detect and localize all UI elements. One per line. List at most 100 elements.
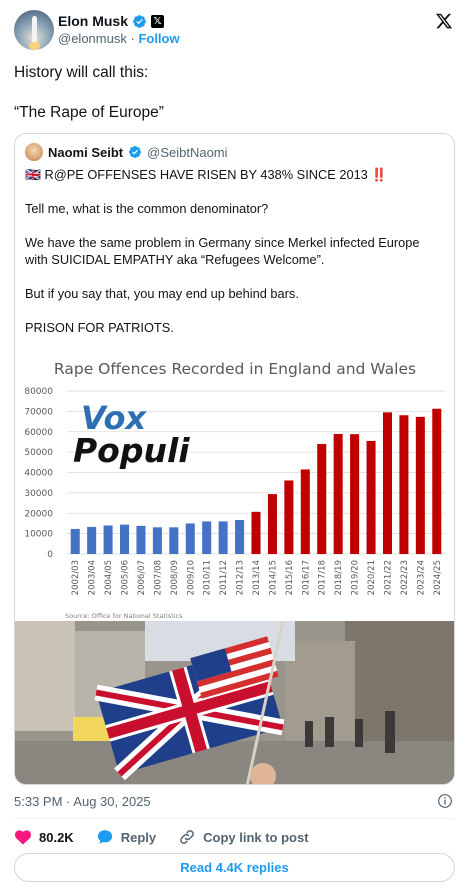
verified-badge-icon — [133, 14, 146, 28]
like-button[interactable]: 80.2K — [14, 828, 74, 846]
quoted-text: 🇬🇧 R@PE OFFENSES HAVE RISEN BY 438% SINC… — [25, 167, 420, 335]
chart-x-axis: 2002/03 2003/04 2004/05 2005/06 2006/07 2007/… — [71, 560, 443, 595]
x-tick-label: 2015/16 — [285, 560, 295, 595]
follow-button[interactable]: Follow — [138, 31, 180, 46]
bar-2007-08 — [152, 527, 162, 554]
copy-link-label: Copy link to post — [203, 829, 309, 845]
watermark-populi: Populi — [73, 431, 190, 470]
tweet-timestamp[interactable]: 5:33 PM · Aug 30, 2025 — [14, 794, 151, 809]
x-tick-label: 2014/15 — [268, 560, 278, 595]
bar-2009-10 — [185, 523, 195, 554]
bar-2005-06 — [120, 524, 130, 554]
chart-image[interactable]: Rape Offences Recorded in England and Wa… — [15, 345, 454, 621]
reply-bubble-icon — [97, 830, 112, 844]
bar-2016-17 — [300, 469, 310, 554]
tweet-time: 5:33 PM — [14, 794, 63, 809]
protest-photo[interactable] — [15, 621, 454, 784]
handle-separator: · — [130, 31, 135, 46]
x-tick-label: 2023/24 — [416, 560, 426, 595]
x-tick-label: 2004/05 — [104, 560, 114, 595]
y-tick-label: 10000 — [24, 530, 53, 540]
link-icon — [180, 830, 194, 844]
x-tick-label: 2024/25 — [433, 560, 443, 595]
y-tick-label: 0 — [47, 550, 53, 560]
x-tick-label: 2013/14 — [252, 560, 262, 595]
quoted-tweet[interactable]: Naomi Seibt @SeibtNaomi 🇬🇧 R@PE OFFENSES… — [14, 133, 455, 785]
bar-2018-19 — [333, 433, 343, 554]
x-tick-label: 2022/23 — [400, 560, 410, 595]
bar-2004-05 — [103, 525, 113, 554]
x-tick-label: 2007/08 — [153, 560, 163, 595]
read-replies-button[interactable]: Read 4.4K replies — [14, 853, 455, 882]
bar-2024-25 — [432, 408, 442, 554]
author-name[interactable]: Elon Musk — [58, 13, 129, 29]
copy-link-button[interactable]: Copy link to post — [178, 828, 309, 846]
y-tick-label: 50000 — [24, 448, 53, 458]
x-tick-label: 2005/06 — [121, 560, 131, 595]
timestamp-sep: · — [66, 794, 71, 809]
x-tick-label: 2003/04 — [88, 560, 98, 595]
bar-2008-09 — [169, 527, 179, 554]
quoted-avatar — [25, 143, 43, 161]
bar-2006-07 — [136, 525, 146, 554]
x-tick-label: 2020/21 — [367, 560, 377, 595]
bar-2014-15 — [267, 494, 277, 554]
protest-photo-art — [15, 621, 454, 784]
x-tick-label: 2016/17 — [301, 560, 311, 595]
quoted-handle: @SeibtNaomi — [147, 144, 228, 160]
bar-2011-12 — [218, 521, 228, 554]
bar-2015-16 — [284, 480, 294, 554]
x-tick-label: 2021/22 — [383, 560, 393, 595]
bar-2010-11 — [202, 521, 212, 554]
tweet-text: History will call this: “The Rape of Eur… — [14, 64, 164, 121]
x-logo-icon[interactable] — [435, 12, 453, 30]
reply-button[interactable]: Reply — [96, 828, 156, 846]
y-tick-label: 80000 — [24, 387, 53, 397]
x-tick-label: 2006/07 — [137, 560, 147, 595]
bar-2019-20 — [350, 434, 360, 554]
chart-title: Rape Offences Recorded in England and Wa… — [54, 360, 416, 378]
author-avatar[interactable] — [14, 10, 54, 50]
y-tick-label: 20000 — [24, 509, 53, 519]
y-tick-label: 70000 — [24, 407, 53, 417]
chart-source: Source: Office for National Statistics — [65, 612, 183, 620]
tweet-date: Aug 30, 2025 — [73, 794, 151, 809]
x-tick-label: 2019/20 — [351, 560, 361, 595]
author-handle-row: @elonmusk · Follow — [58, 31, 180, 46]
chart-y-axis: 0 10000 20000 30000 40000 50000 60000 70000 8000… — [24, 387, 53, 560]
vox-populi-watermark: Vox Populi — [73, 399, 190, 470]
y-tick-label: 30000 — [24, 489, 53, 499]
bar-2012-13 — [235, 519, 245, 554]
bar-2017-18 — [317, 443, 327, 554]
bar-chart: Rape Offences Recorded in England and Wa… — [15, 345, 454, 621]
quoted-verified-badge-icon — [129, 146, 142, 158]
bar-2023-24 — [415, 416, 425, 554]
y-tick-label: 40000 — [24, 469, 53, 479]
bar-2020-21 — [366, 440, 376, 554]
x-tick-label: 2017/18 — [318, 560, 328, 595]
x-tick-label: 2010/11 — [203, 560, 213, 595]
x-tick-label: 2011/12 — [219, 560, 229, 595]
x-tick-label: 2002/03 — [71, 560, 81, 595]
info-icon[interactable] — [437, 793, 453, 809]
author-handle[interactable]: @elonmusk — [58, 31, 127, 46]
bar-2021-22 — [382, 412, 392, 554]
bar-2003-04 — [87, 526, 97, 554]
x-tick-label: 2008/09 — [170, 560, 180, 595]
action-bar: 80.2K Reply Copy link to post — [14, 827, 331, 847]
reply-label: Reply — [120, 829, 157, 845]
x-affiliation-icon: 𝕏 — [151, 14, 165, 28]
x-tick-label: 2012/13 — [236, 560, 246, 595]
x-tick-label: 2009/10 — [186, 560, 196, 595]
divider — [14, 818, 455, 819]
y-tick-label: 60000 — [24, 428, 53, 438]
bar-2022-23 — [399, 415, 409, 554]
bar-2013-14 — [251, 511, 261, 554]
watermark-vox: Vox — [81, 399, 147, 437]
heart-icon — [14, 830, 32, 845]
quoted-header: Naomi Seibt @SeibtNaomi — [25, 143, 228, 161]
chart-bars — [70, 408, 442, 554]
quoted-name: Naomi Seibt — [48, 144, 124, 160]
like-count: 80.2K — [39, 829, 74, 845]
author-name-row: Elon Musk 𝕏 — [58, 13, 165, 29]
